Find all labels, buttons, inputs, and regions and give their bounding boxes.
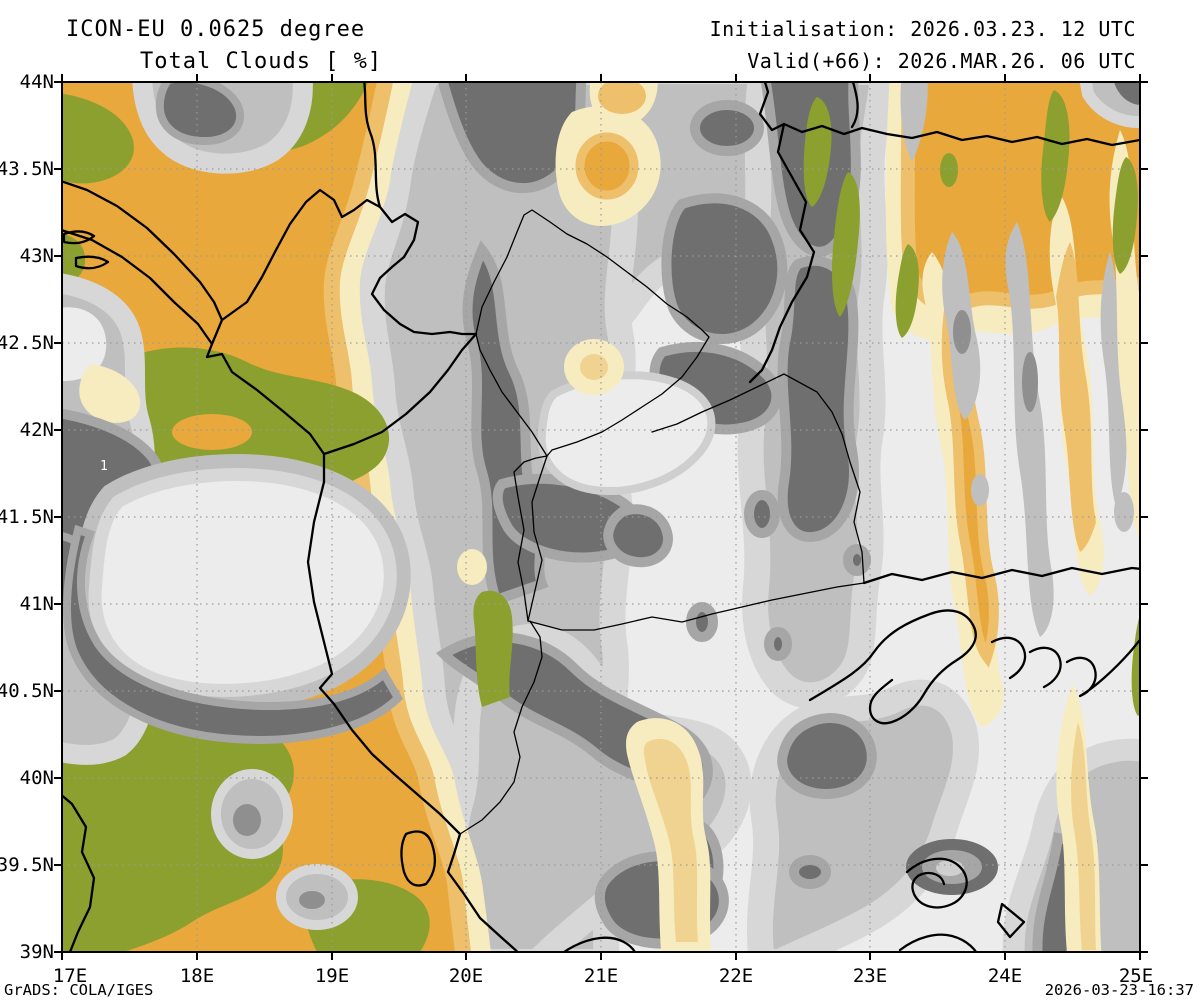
- contour-label: 1: [100, 459, 108, 474]
- latitude-axis: 44N 43.5N 43N 42.5N 42N 41.5N 41N 40.5N …: [0, 71, 54, 963]
- cloud-dark-core: [155, 82, 244, 146]
- adriatic-coastline: [62, 229, 520, 952]
- pale-orange-core: [1071, 722, 1096, 950]
- thermaic-gulf-coast: [808, 609, 977, 725]
- lon-label: 18E: [180, 965, 214, 987]
- gray-leaf-core: [953, 310, 971, 354]
- lat-label: 42.5N: [0, 332, 54, 354]
- clearing-ringed-blob: [63, 453, 411, 744]
- cloud-cover-field: 1: [62, 82, 1140, 952]
- lat-label: 43N: [20, 245, 54, 267]
- lon-label: 17E: [53, 965, 87, 987]
- lon-label: 23E: [853, 965, 887, 987]
- orange-hole: [172, 414, 252, 450]
- serbia-romania-border: [850, 82, 859, 129]
- init-time-label: Initialisation: 2026.03.23. 12 UTC: [710, 17, 1136, 41]
- small-gray-spots: [211, 769, 358, 930]
- lon-label: 19E: [315, 965, 349, 987]
- serbia-bulgaria-border: [748, 122, 816, 384]
- lat-label: 41N: [20, 593, 54, 615]
- lon-label: 24E: [988, 965, 1022, 987]
- cloud-clearing: [62, 307, 107, 381]
- lon-label: 22E: [719, 965, 753, 987]
- cloud-ring-blob: [906, 839, 998, 895]
- albania-macedonia-border: [513, 455, 548, 622]
- orange-stripe: [1056, 242, 1096, 552]
- coast-fragment-south: [562, 936, 637, 952]
- country-borders: [62, 82, 1140, 952]
- pelion-coast: [905, 857, 968, 909]
- lat-label: 44N: [20, 71, 54, 93]
- greece-bulgaria-border: [862, 566, 1140, 585]
- danube-border: [758, 82, 1140, 147]
- lat-label: 39N: [20, 941, 54, 963]
- warm-spots: [457, 82, 661, 585]
- valid-time-label: Valid(+66): 2026.MAR.26. 06 UTC: [747, 49, 1136, 73]
- lat-label: 40N: [20, 767, 54, 789]
- lon-label: 21E: [584, 965, 618, 987]
- macedonia-border: [527, 373, 865, 631]
- italy-coast: [62, 793, 96, 952]
- pale-orange-core: [643, 738, 698, 942]
- model-title: ICON-EU 0.0625 degree: [66, 17, 365, 42]
- island-outline: [62, 230, 110, 270]
- gray-stripe: [1005, 222, 1054, 637]
- drina-border-north: [362, 82, 382, 209]
- bosnia-serbia-border: [220, 188, 478, 336]
- creation-timestamp: 2026-03-23-16:37: [1045, 981, 1194, 999]
- axis-ticks: [54, 74, 1148, 960]
- lon-label: 25E: [1119, 965, 1153, 987]
- graticule: [62, 82, 1140, 952]
- longitude-axis: 17E 18E 19E 20E 21E 22E 23E 24E 25E: [53, 965, 1153, 987]
- lon-label: 20E: [449, 965, 483, 987]
- gray-leaf: [900, 82, 928, 162]
- corfu-island: [400, 830, 437, 887]
- greece-albania-border: [459, 620, 543, 835]
- gray-leaf: [971, 474, 989, 506]
- lat-label: 40.5N: [0, 680, 54, 702]
- kosovo-border: [475, 209, 710, 457]
- lat-label: 42N: [20, 419, 54, 441]
- chalkidiki-coast: [990, 636, 1140, 698]
- lat-label: 39.5N: [0, 854, 54, 876]
- gray-stripe-core: [1022, 352, 1038, 412]
- cloud-dark-cores: [435, 82, 1098, 952]
- bosnia-croatia-border: [62, 180, 224, 346]
- grads-credit: GrADS: COLA/IGES: [4, 981, 153, 999]
- lat-label: 43.5N: [0, 158, 54, 180]
- island-triangle: [996, 902, 1026, 939]
- gray-stripe: [1100, 252, 1127, 507]
- clear-sky-green: [803, 90, 1140, 716]
- cloud-clearing: [537, 371, 716, 495]
- gray-leaf: [1114, 492, 1134, 532]
- cream-diagonal: [79, 364, 141, 423]
- variable-title: Total Clouds [ %]: [140, 49, 382, 74]
- montenegro-albania-border: [322, 332, 478, 456]
- lat-label: 41.5N: [0, 506, 54, 528]
- cloud-dark-core: [1114, 82, 1140, 105]
